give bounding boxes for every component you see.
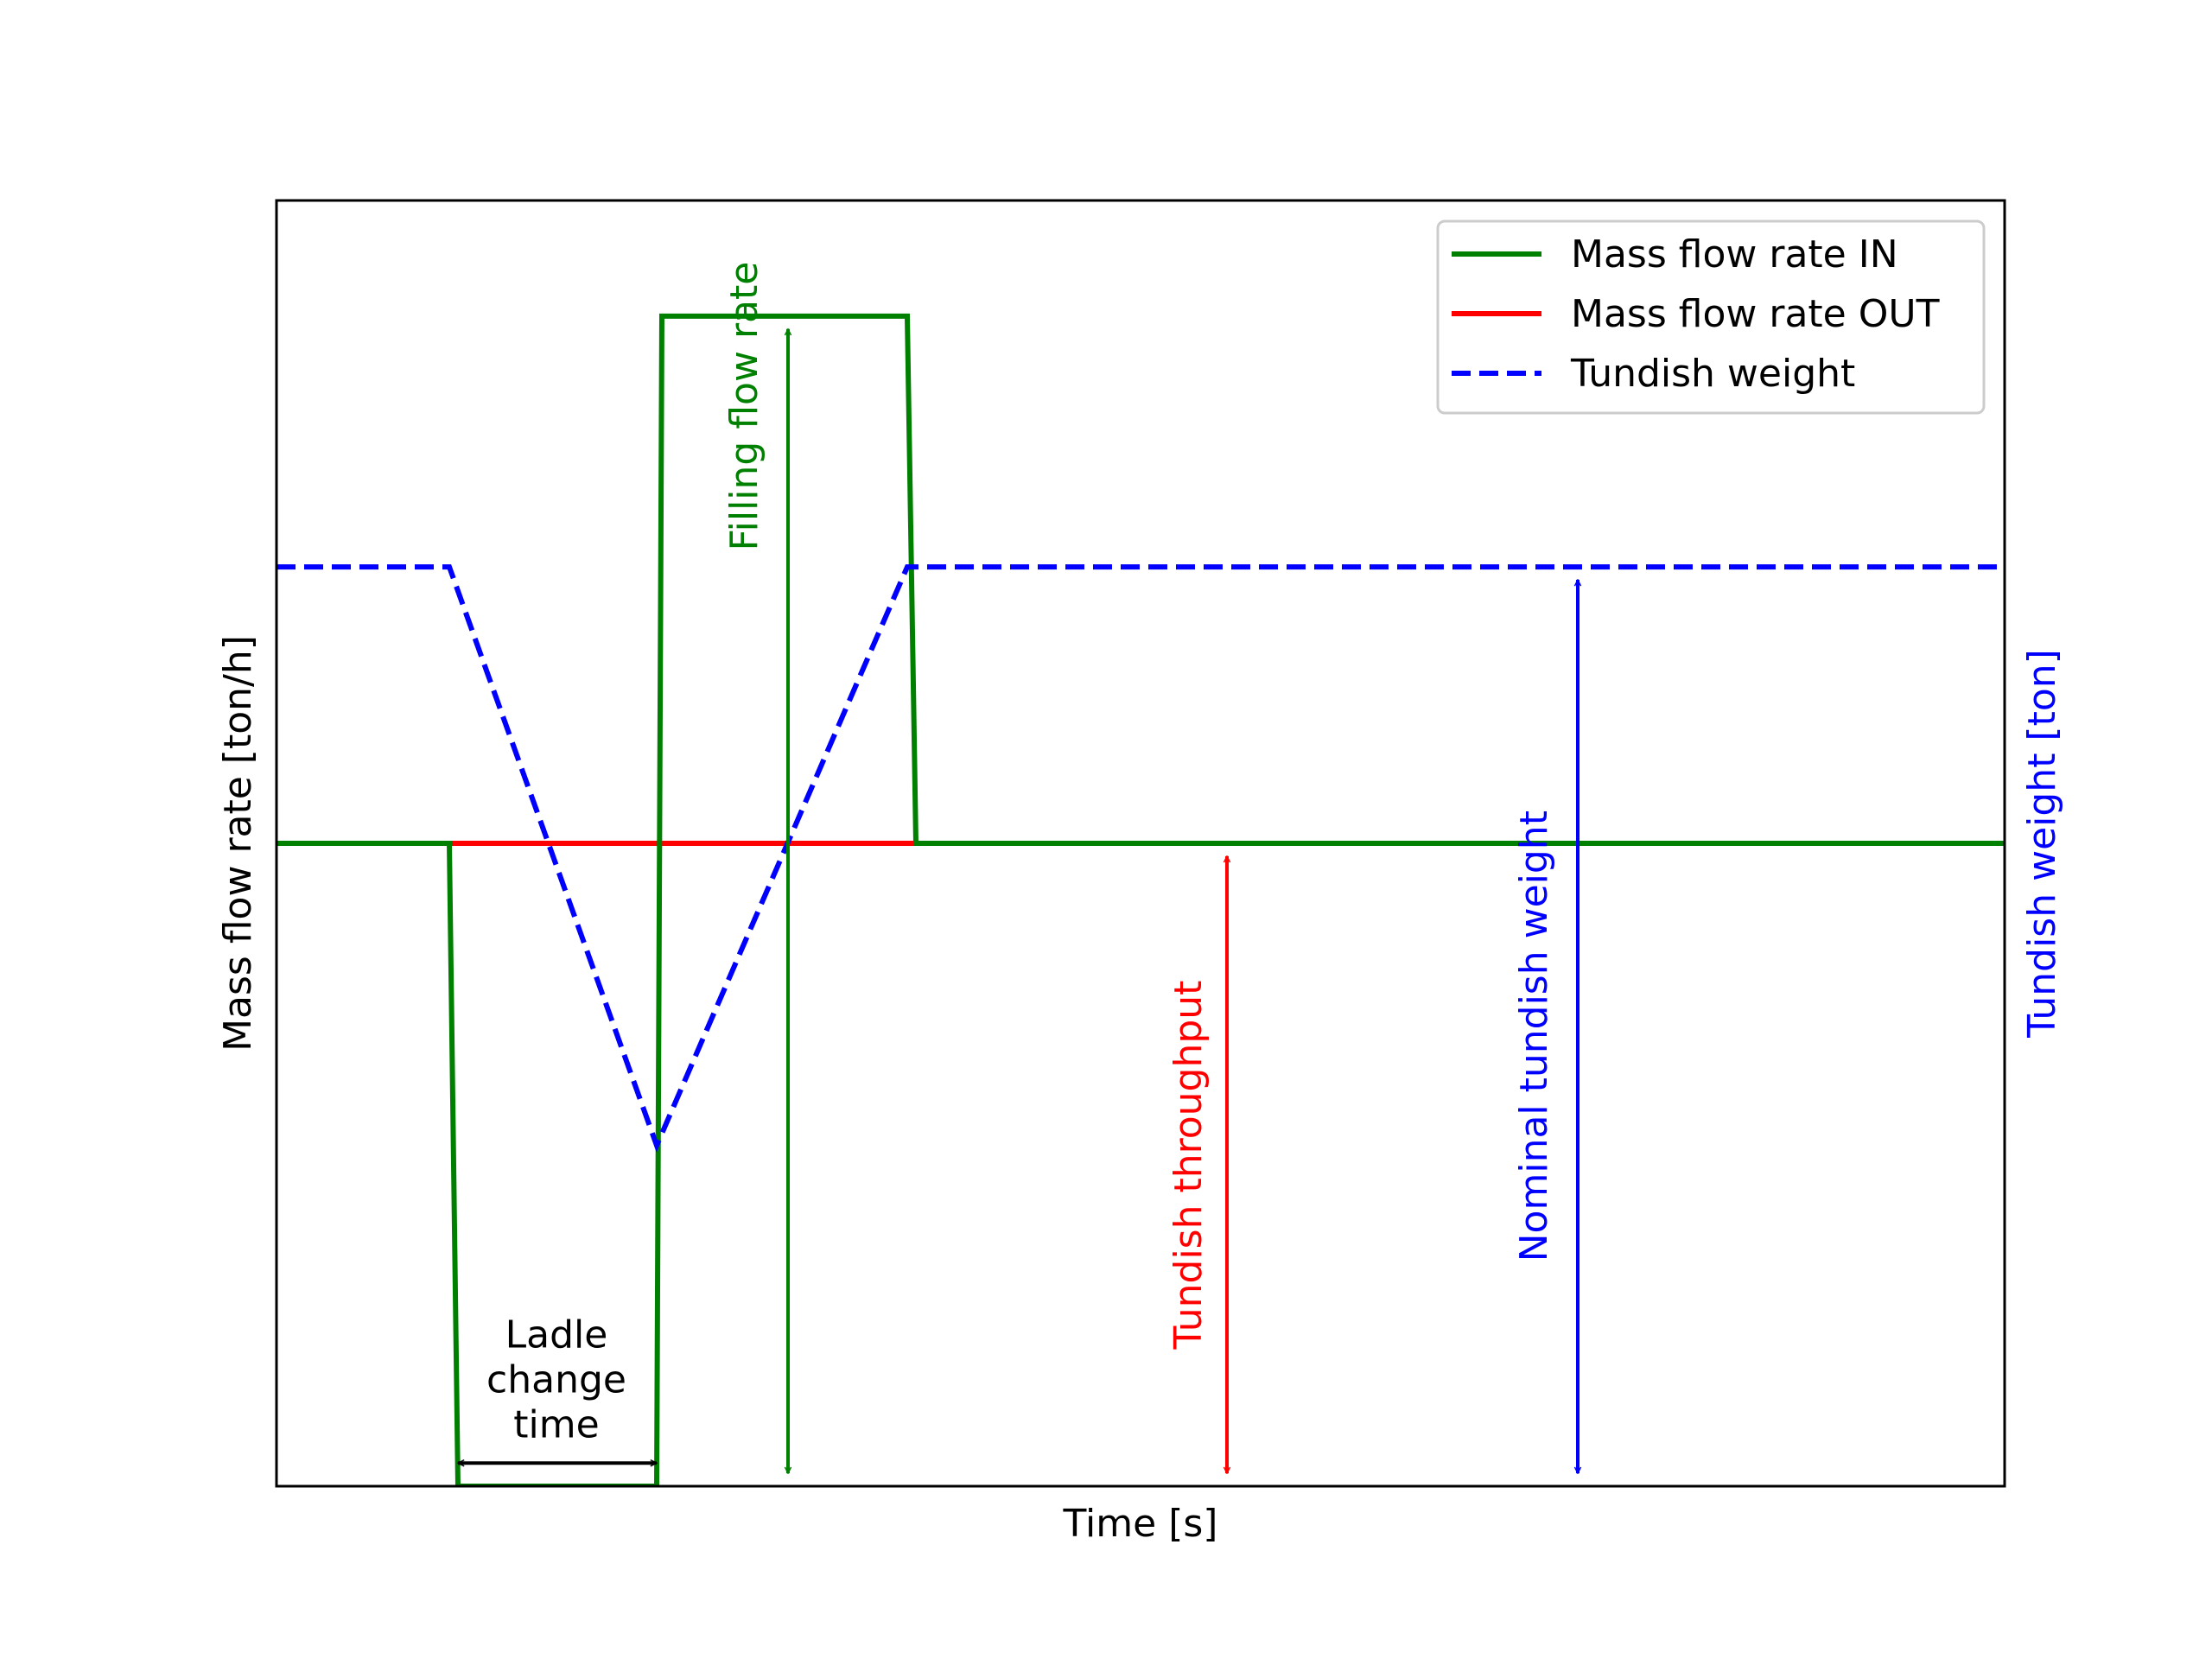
annotation-label-tundish-throughput: Tundish throughput: [1166, 981, 1211, 1351]
plot-frame: [275, 199, 2006, 1488]
annotation-label-ladle-line-2: change: [486, 1357, 626, 1402]
legend-box: [1436, 219, 1986, 415]
annotation-label-filling-flow-rate: Filling flow rate: [722, 262, 766, 551]
legend-label-mass-flow-out: Mass flow rate OUT: [1571, 292, 1940, 336]
series-line-mass-flow-rate-in: [276, 313, 2005, 1486]
legend-label-mass-flow-in: Mass flow rate IN: [1571, 232, 1898, 276]
legend: Mass flow rate IN Mass flow rate OUT Tun…: [1436, 219, 1986, 415]
legend-label-tundish-weight: Tundish weight: [1570, 352, 1855, 396]
series-line-tundish-weight: [276, 564, 2005, 1153]
annotation-label-ladle-line-1: Ladle: [505, 1313, 608, 1357]
annotation-label-nominal-tundish-weight: Nominal tundish weight: [1512, 810, 1556, 1262]
y-axis-right-label: Tundish weight [ton]: [2020, 649, 2064, 1039]
annotation-layer: Filling flow rate Tundish throughput Nomin…: [458, 262, 1578, 1473]
y-axis-label: Mass flow rate [ton/h]: [216, 635, 260, 1052]
x-axis-label: Time [s]: [1063, 1502, 1218, 1546]
series-layer: [276, 313, 2005, 1486]
annotation-label-ladle-line-3: time: [513, 1402, 599, 1446]
